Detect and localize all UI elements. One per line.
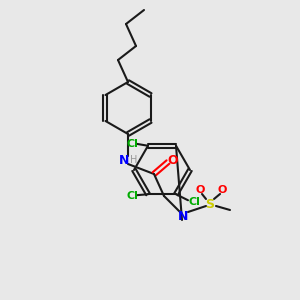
Text: Cl: Cl [126, 191, 138, 201]
Text: N: N [178, 209, 188, 223]
Text: N: N [119, 154, 129, 166]
Text: O: O [168, 154, 178, 166]
Text: O: O [195, 185, 205, 195]
Text: S: S [206, 197, 214, 211]
Text: H: H [130, 155, 138, 165]
Text: O: O [217, 185, 227, 195]
Text: Cl: Cl [126, 139, 138, 149]
Text: Cl: Cl [188, 197, 200, 207]
